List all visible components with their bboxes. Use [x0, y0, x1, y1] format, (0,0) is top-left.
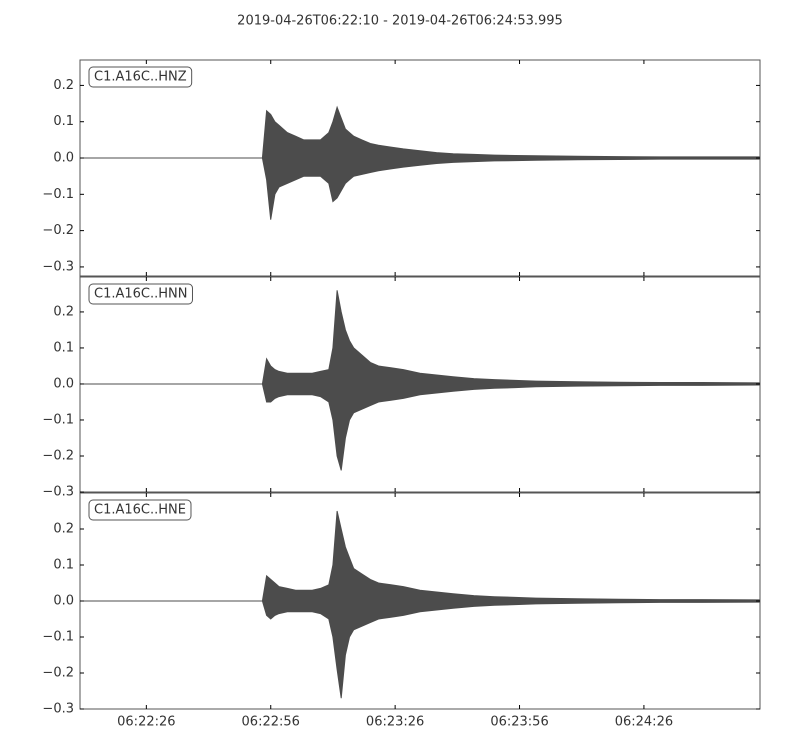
y-tick-label: −0.1	[42, 187, 74, 202]
x-tick-label: 06:23:26	[366, 715, 424, 730]
y-tick-label: 0.2	[53, 522, 74, 537]
waveform	[80, 510, 761, 699]
y-tick-label: 0.0	[53, 376, 74, 391]
y-tick-label: 0.1	[53, 340, 74, 355]
y-tick-label: −0.1	[42, 630, 74, 645]
y-tick-label: −0.1	[42, 412, 74, 427]
y-tick-label: 0.0	[53, 151, 74, 166]
y-tick-label: −0.3	[42, 485, 74, 500]
y-tick-label: −0.2	[42, 448, 74, 463]
trace-label-box	[88, 499, 192, 521]
trace-label-box	[88, 283, 193, 305]
x-tick-label: 06:22:26	[117, 715, 175, 730]
y-tick-label: 0.2	[53, 304, 74, 319]
x-tick-label: 06:22:56	[242, 715, 300, 730]
trace-label: C1.A16C..HNZ	[94, 70, 187, 85]
trace-label-box	[88, 66, 193, 88]
waveform	[80, 105, 761, 220]
waveform	[80, 290, 761, 471]
y-tick-label: 0.1	[53, 558, 74, 573]
y-tick-label: −0.2	[42, 666, 74, 681]
y-tick-label: −0.2	[42, 223, 74, 238]
x-tick-label: 06:23:56	[490, 715, 548, 730]
trace-label: C1.A16C..HNE	[94, 503, 186, 518]
y-tick-label: 0.2	[53, 78, 74, 93]
panel-frame	[79, 276, 761, 493]
y-tick-label: −0.3	[42, 259, 74, 274]
y-tick-label: −0.3	[42, 702, 74, 717]
y-tick-label: 0.0	[53, 594, 74, 609]
x-tick-label: 06:24:26	[615, 715, 673, 730]
chart-title: 2019-04-26T06:22:10 - 2019-04-26T06:24:5…	[237, 14, 563, 29]
y-tick-label: 0.1	[53, 114, 74, 129]
trace-label: C1.A16C..HNN	[94, 287, 187, 302]
panel-frame	[79, 59, 761, 277]
